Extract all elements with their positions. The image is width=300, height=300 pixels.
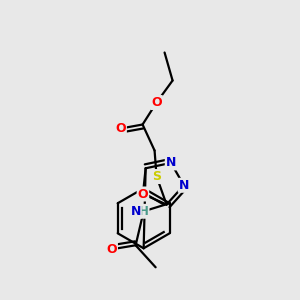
Text: O: O [106, 243, 117, 256]
Text: N: N [179, 179, 189, 192]
Text: S: S [152, 170, 161, 183]
Text: O: O [115, 122, 126, 135]
Text: N: N [166, 156, 176, 170]
Text: O: O [138, 188, 148, 200]
Text: O: O [151, 96, 162, 109]
Text: N: N [130, 205, 141, 218]
Text: H: H [139, 205, 148, 218]
